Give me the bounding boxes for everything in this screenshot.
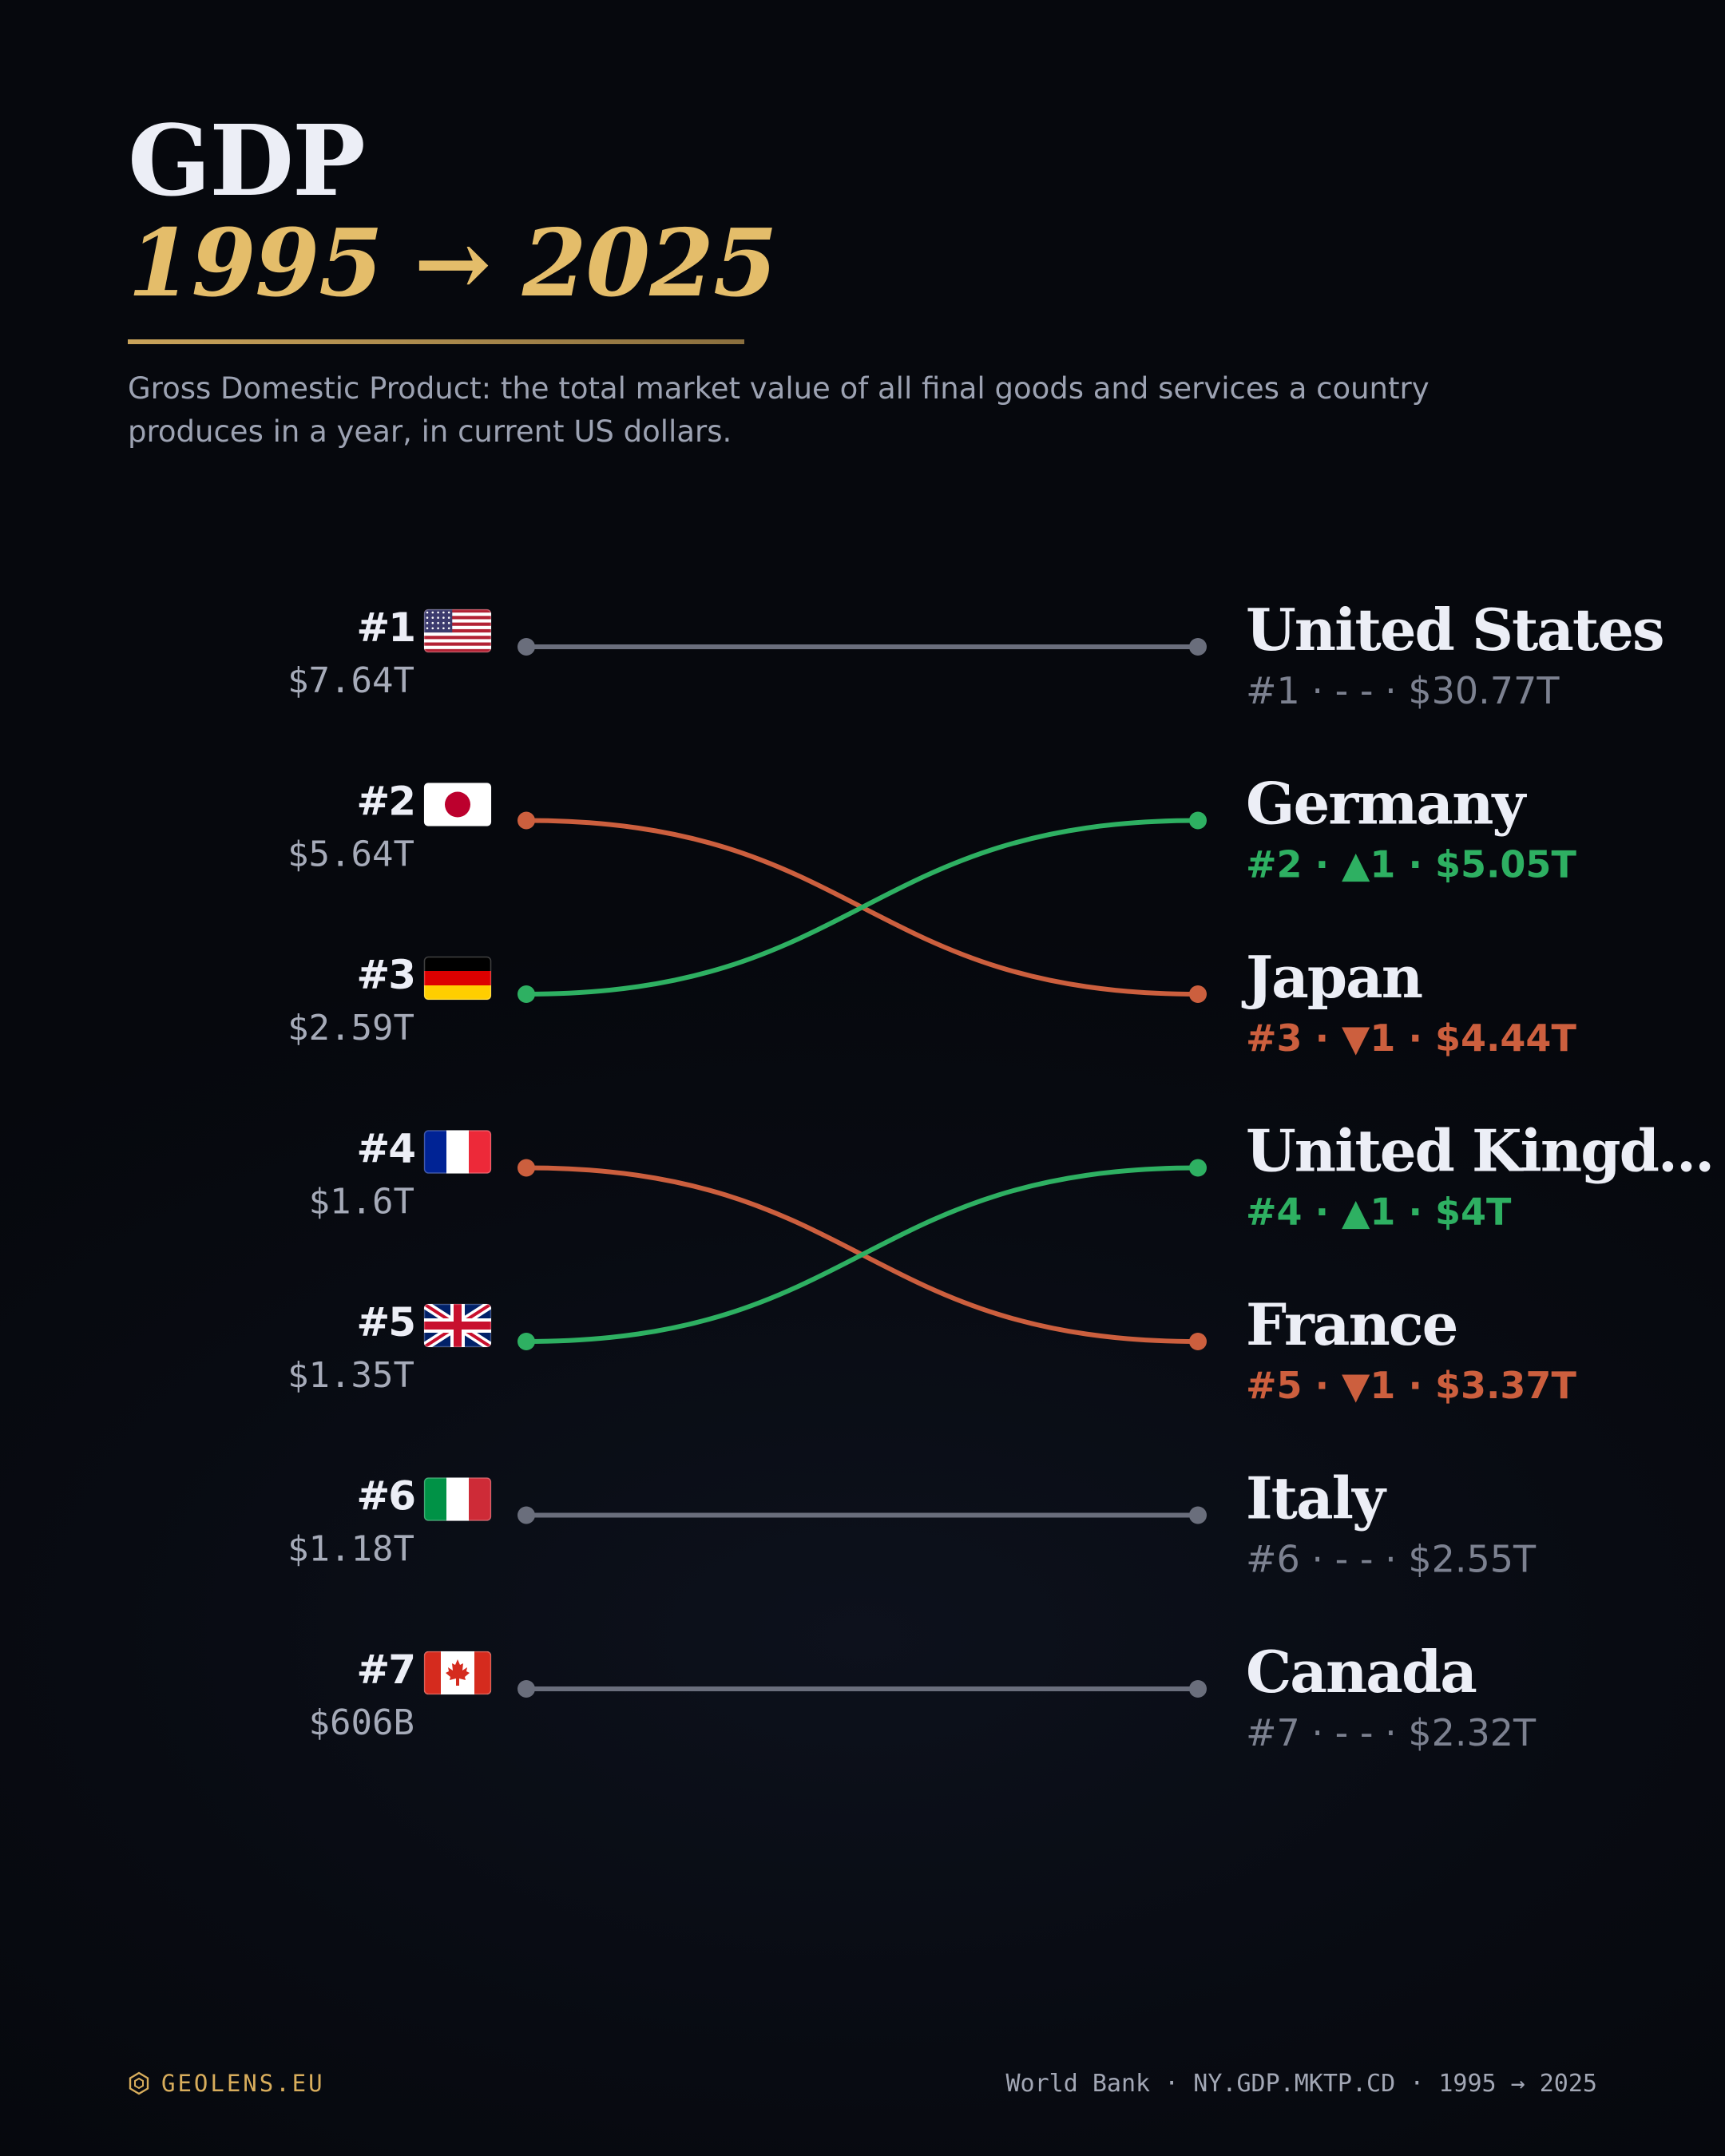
end-point — [1189, 1506, 1207, 1524]
page-title: GDP — [128, 103, 366, 218]
end-rank-meta: #6 · - - · $2.55T — [1246, 1538, 1537, 1581]
country-name: Germany — [1246, 770, 1527, 838]
start-rank-label: #2 — [356, 779, 414, 825]
start-rank-label: #3 — [356, 952, 414, 998]
source-credit: World Bank · NY.GDP.MKTP.CD · 1995 → 202… — [1005, 2070, 1597, 2098]
end-rank-meta: #4 · ▲1 · $4T — [1246, 1191, 1512, 1234]
end-point — [1189, 1159, 1207, 1177]
uk-flag-icon — [423, 1303, 492, 1348]
country-name: Japan — [1241, 943, 1422, 1011]
start-value-label: $7.64T — [288, 660, 414, 701]
start-value-label: $606B — [309, 1702, 414, 1743]
country-name: United States — [1246, 596, 1663, 664]
end-rank-meta: #3 · ▼1 · $4.44T — [1246, 1017, 1576, 1060]
country-name: France — [1246, 1290, 1457, 1358]
subtitle: Gross Domestic Product: the total market… — [128, 371, 1430, 449]
start-point — [518, 985, 535, 1003]
brand-text: GEOLENS.EU — [161, 2070, 325, 2097]
start-point — [518, 1680, 535, 1698]
title-underline — [128, 339, 744, 344]
connector-line — [524, 818, 1200, 997]
connector-line — [524, 1165, 1200, 1344]
start-point — [518, 638, 535, 656]
end-rank-meta: #7 · - - · $2.32T — [1246, 1711, 1537, 1754]
country-name: Italy — [1246, 1464, 1387, 1532]
end-rank-meta: #5 · ▼1 · $3.37T — [1246, 1364, 1576, 1407]
start-value-label: $1.35T — [288, 1355, 414, 1396]
end-point — [1189, 1333, 1207, 1350]
end-point — [1189, 985, 1207, 1003]
hexagon-logo-icon — [129, 2071, 149, 2095]
start-rank-label: #6 — [356, 1473, 414, 1520]
start-point — [518, 811, 535, 830]
period-label: 1995 → 2025 — [128, 209, 778, 318]
us-flag-icon — [423, 608, 492, 653]
germany-flag-icon — [423, 956, 492, 1001]
start-value-label: $1.18T — [288, 1529, 414, 1570]
start-value-label: $1.6T — [309, 1182, 414, 1223]
start-point — [518, 1159, 535, 1177]
start-rank-label: #7 — [356, 1647, 414, 1693]
italy-flag-icon — [423, 1477, 492, 1521]
canada-flag-icon — [423, 1651, 492, 1695]
end-rank-meta: #1 · - - · $30.77T — [1246, 669, 1560, 712]
france-flag-icon — [423, 1130, 492, 1174]
end-point — [1189, 638, 1207, 656]
start-rank-label: #4 — [356, 1126, 414, 1172]
country-name: United Kingd... — [1246, 1117, 1713, 1185]
start-rank-label: #5 — [356, 1299, 414, 1346]
japan-flag-icon — [423, 783, 492, 826]
start-point — [518, 1506, 535, 1524]
start-point — [518, 1333, 535, 1350]
start-value-label: $5.64T — [288, 834, 414, 875]
end-point — [1189, 811, 1207, 830]
start-rank-label: #1 — [356, 604, 414, 651]
start-value-label: $2.59T — [288, 1008, 414, 1048]
country-name: Canada — [1246, 1638, 1476, 1706]
end-point — [1189, 1680, 1207, 1698]
end-rank-meta: #2 · ▲1 · $5.05T — [1246, 843, 1576, 886]
footer-brand[interactable]: GEOLENS.EU — [128, 2070, 325, 2097]
